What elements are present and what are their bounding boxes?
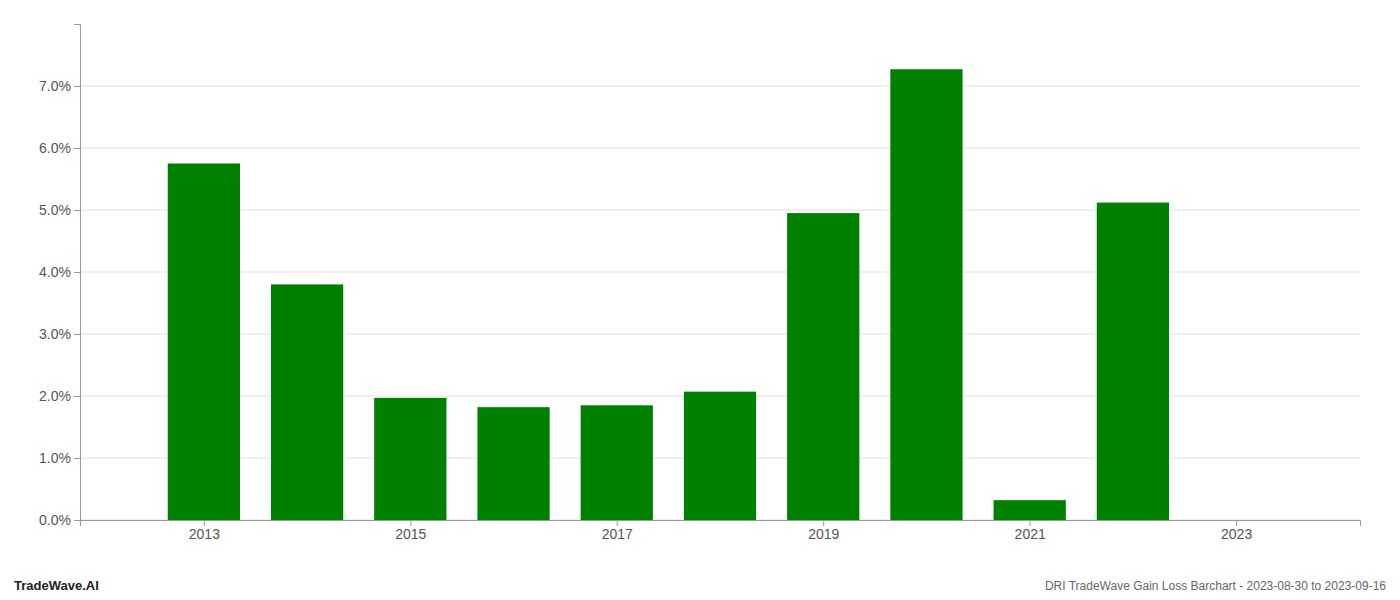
- y-tick-mark: [74, 86, 80, 87]
- bar: [477, 407, 549, 520]
- x-axis: 2013 2015 2017 2019 2021 2023: [81, 520, 1361, 542]
- y-tick: 0.0%: [39, 512, 80, 528]
- y-tick: 2.0%: [39, 388, 80, 404]
- x-tick: 2017: [602, 520, 633, 542]
- bar: [994, 500, 1066, 520]
- x-tick-label: 2017: [602, 526, 633, 542]
- x-tick: 2013: [189, 520, 220, 542]
- y-tick-mark: [74, 520, 80, 521]
- plot: 0.0% 1.0% 2.0% 3.0% 4.0% 5.0% 6.0% 7.0% 2013 2015…: [39, 25, 1360, 542]
- y-tick-mark: [74, 334, 80, 335]
- y-tick-label: 0.0%: [39, 512, 71, 528]
- x-tick: 2015: [395, 520, 426, 542]
- watermark: TradeWave.AI: [14, 578, 99, 593]
- grid-line: [80, 86, 1360, 87]
- y-axis: 0.0% 1.0% 2.0% 3.0% 4.0% 5.0% 6.0% 7.0%: [39, 25, 80, 528]
- x-tick-label: 2015: [395, 526, 426, 542]
- bar: [1097, 203, 1169, 520]
- bar: [374, 398, 446, 520]
- y-tick-mark: [74, 458, 80, 459]
- x-axis-line: [81, 521, 1361, 527]
- y-axis-line: [74, 25, 81, 521]
- y-tick-label: 1.0%: [39, 450, 71, 466]
- chart: 0.0% 1.0% 2.0% 3.0% 4.0% 5.0% 6.0% 7.0% 2013 2015…: [0, 0, 1400, 600]
- bar: [581, 405, 653, 520]
- bar: [168, 164, 240, 521]
- title: DRI TradeWave Gain Loss Barchart - 2023-…: [1045, 579, 1386, 593]
- y-tick: 6.0%: [39, 140, 80, 156]
- y-tick: 4.0%: [39, 264, 80, 280]
- bar: [787, 213, 859, 520]
- grid: [80, 86, 1360, 520]
- y-tick: 5.0%: [39, 202, 80, 218]
- y-tick-label: 3.0%: [39, 326, 71, 342]
- bar: [684, 392, 756, 520]
- x-tick-label: 2019: [808, 526, 839, 542]
- x-tick-label: 2023: [1221, 526, 1252, 542]
- y-tick: 1.0%: [39, 450, 80, 466]
- y-tick-mark: [74, 396, 80, 397]
- y-tick-label: 4.0%: [39, 264, 71, 280]
- bar: [271, 284, 343, 520]
- y-tick-mark: [74, 272, 80, 273]
- x-tick: 2023: [1221, 520, 1252, 542]
- x-tick: 2021: [1015, 520, 1046, 542]
- x-tick: 2019: [808, 520, 839, 542]
- y-tick-mark: [74, 148, 80, 149]
- y-tick-label: 7.0%: [39, 78, 71, 94]
- grid-line: [80, 148, 1360, 149]
- y-tick-label: 5.0%: [39, 202, 71, 218]
- x-tick-label: 2021: [1015, 526, 1046, 542]
- y-tick: 7.0%: [39, 78, 80, 94]
- bar: [890, 69, 962, 520]
- y-tick-label: 6.0%: [39, 140, 71, 156]
- y-tick-mark: [74, 210, 80, 211]
- y-tick: 3.0%: [39, 326, 80, 342]
- y-tick-label: 2.0%: [39, 388, 71, 404]
- bars: [168, 69, 1169, 520]
- x-tick-label: 2013: [189, 526, 220, 542]
